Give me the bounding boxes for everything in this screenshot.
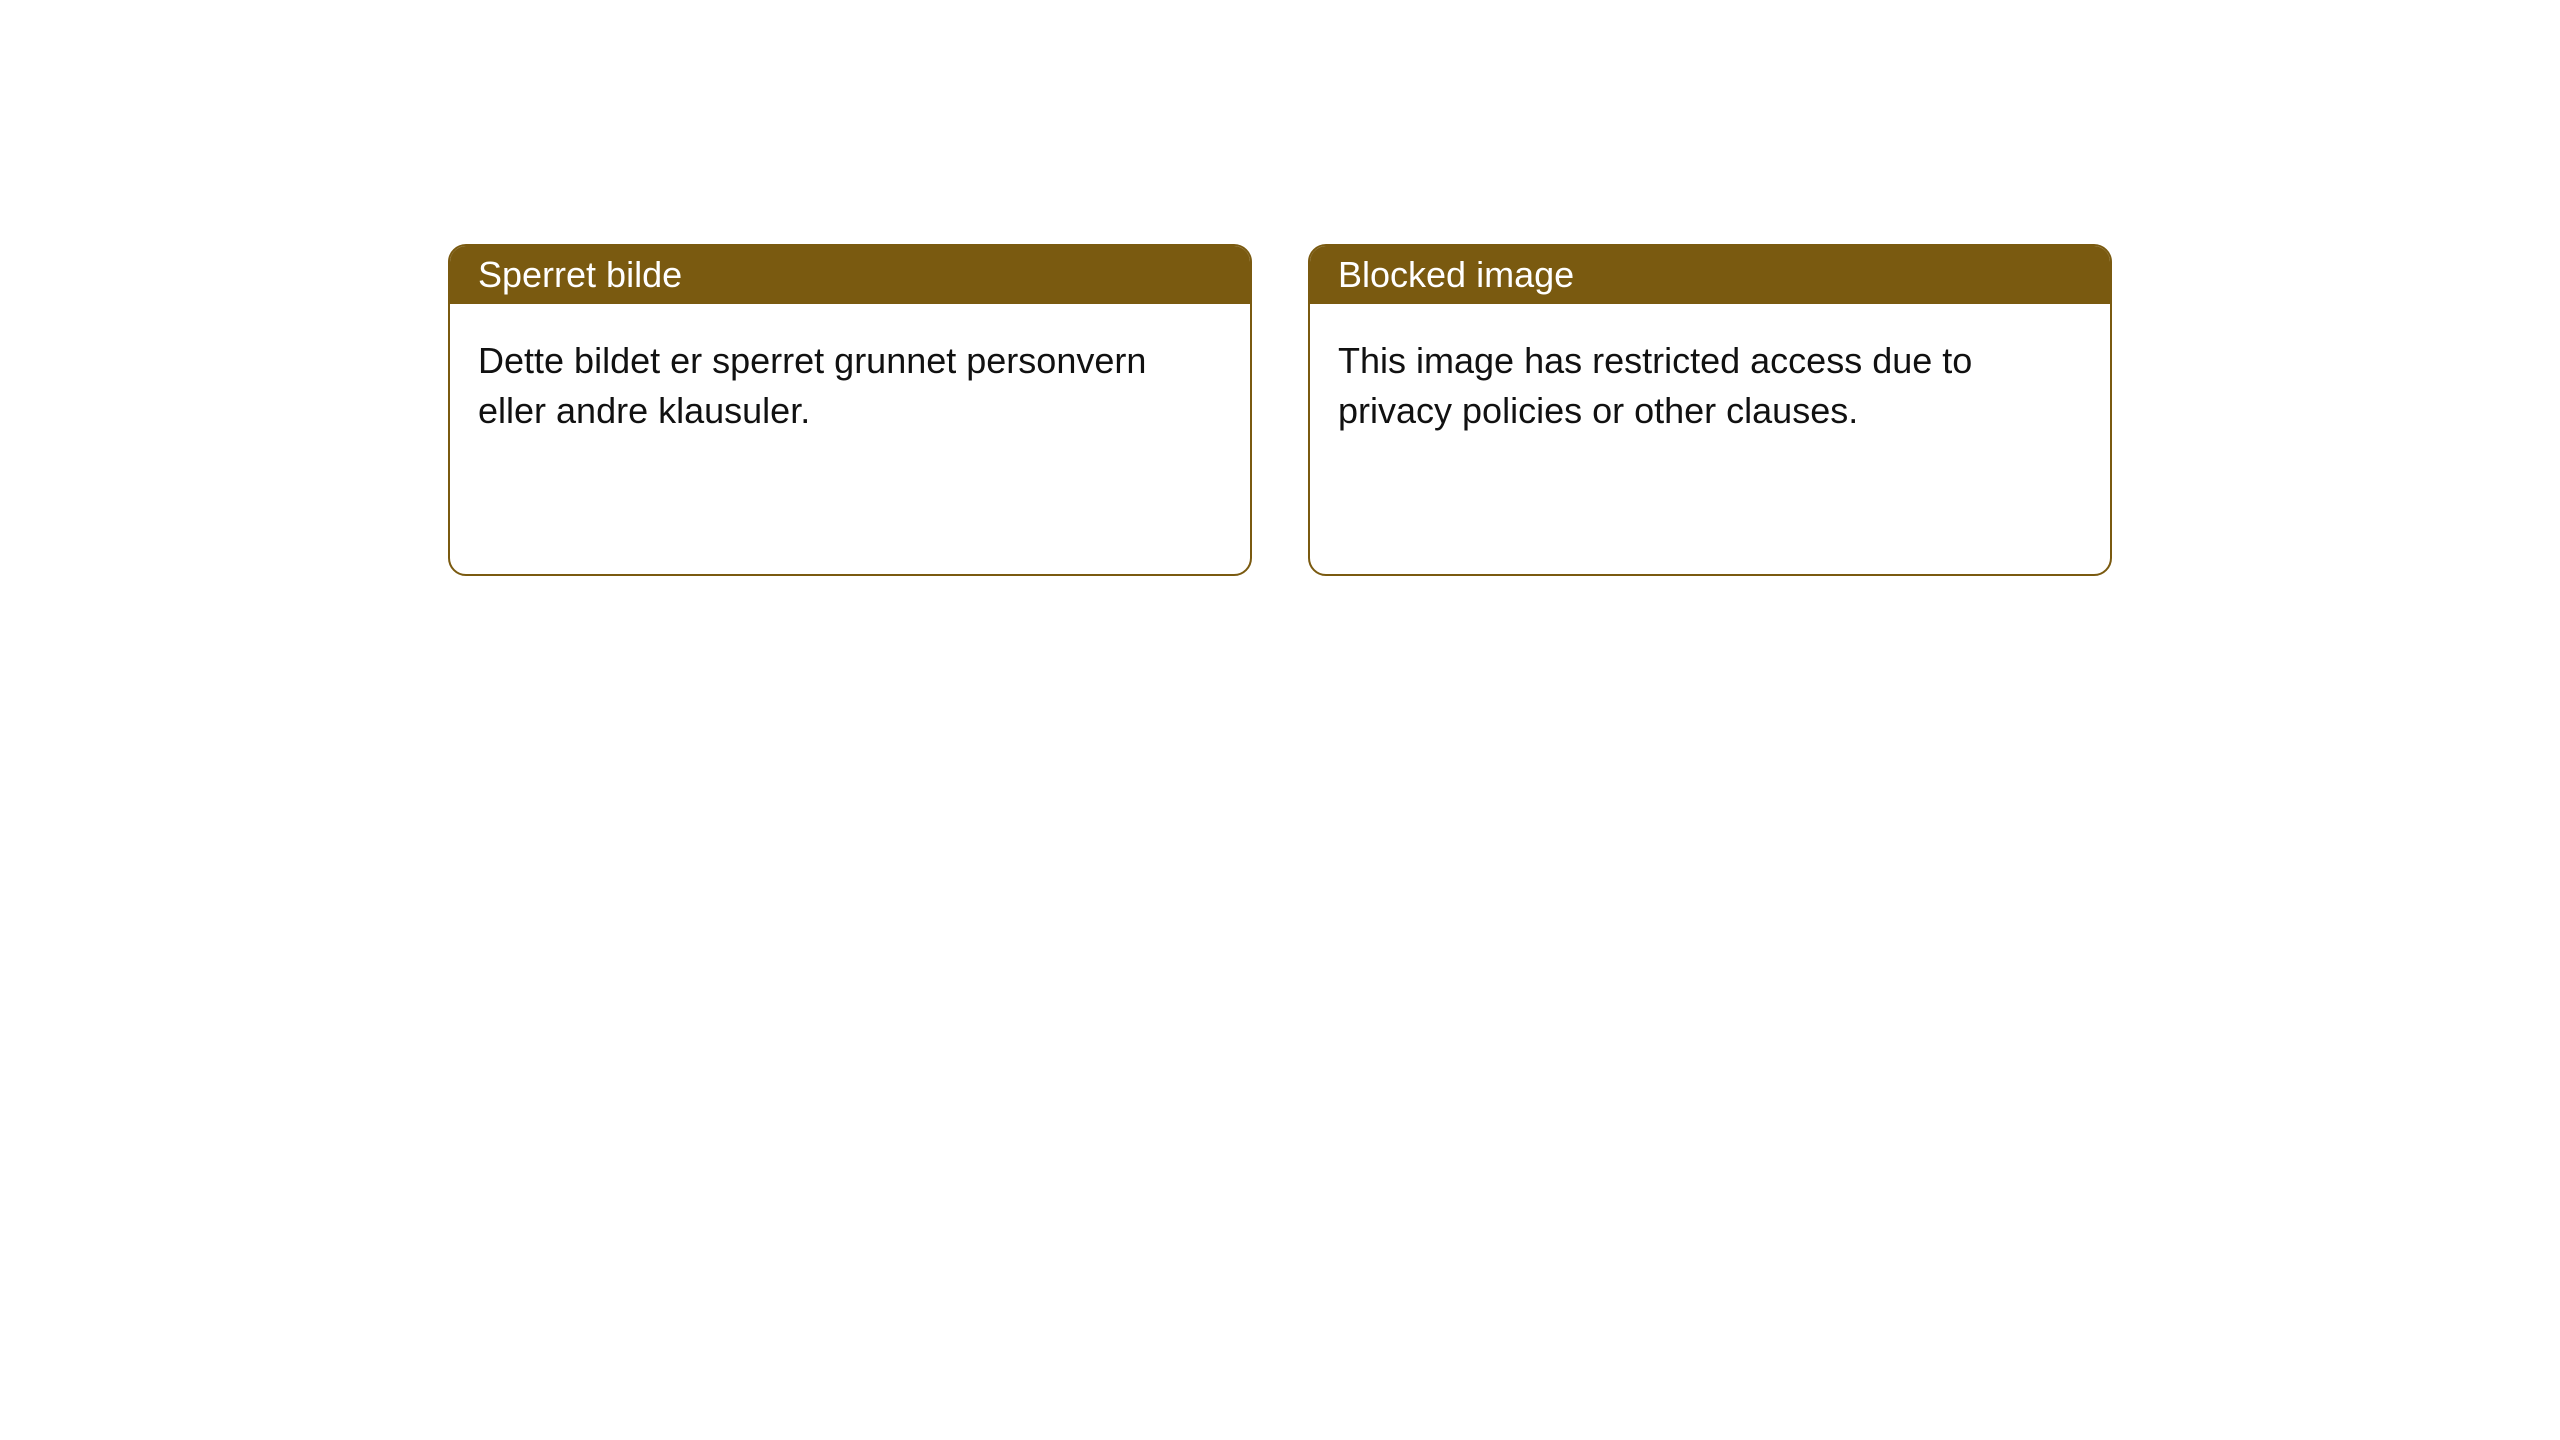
card-body-text: Dette bildet er sperret grunnet personve… — [478, 340, 1146, 431]
card-title: Blocked image — [1338, 254, 1574, 295]
card-header: Sperret bilde — [450, 246, 1250, 304]
card-body: This image has restricted access due to … — [1310, 304, 2110, 574]
blocked-image-card-no: Sperret bilde Dette bildet er sperret gr… — [448, 244, 1252, 576]
notice-container: Sperret bilde Dette bildet er sperret gr… — [0, 0, 2560, 576]
card-body-text: This image has restricted access due to … — [1338, 340, 1972, 431]
card-body: Dette bildet er sperret grunnet personve… — [450, 304, 1250, 574]
blocked-image-card-en: Blocked image This image has restricted … — [1308, 244, 2112, 576]
card-title: Sperret bilde — [478, 254, 682, 295]
card-header: Blocked image — [1310, 246, 2110, 304]
